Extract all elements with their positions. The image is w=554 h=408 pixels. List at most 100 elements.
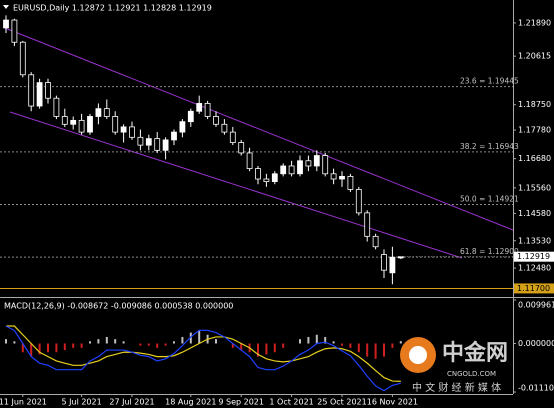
macd-bar xyxy=(349,343,352,348)
candle-body xyxy=(389,256,396,274)
x-tick-label: 27 Jul 2021 xyxy=(109,398,154,407)
macd-bar xyxy=(231,343,234,348)
price-label: 1.12919 xyxy=(517,252,550,261)
macd-bar xyxy=(5,339,7,344)
candle-body xyxy=(196,103,203,112)
macd-tick-label: 0.000000 xyxy=(518,339,554,348)
channel-lower xyxy=(9,111,463,259)
candle-body xyxy=(339,176,345,180)
candle-body xyxy=(137,136,144,146)
candle-body xyxy=(347,176,354,190)
macd-bar xyxy=(273,343,276,353)
watermark: 中金网 CNGOLD.COM 中 文 财 经 新 媒 体 xyxy=(400,337,508,394)
y-tick-label: 1.14580 xyxy=(518,209,551,218)
candle-body xyxy=(305,160,312,167)
macd-bar xyxy=(299,339,301,344)
fib-label: 38.2 = 1.16943 xyxy=(460,142,519,151)
candle-body xyxy=(229,131,236,143)
candle-body xyxy=(255,168,261,180)
macd-bar xyxy=(72,343,75,348)
macd-bar xyxy=(341,343,343,346)
macd-bar xyxy=(55,343,58,353)
candle-body xyxy=(263,178,270,183)
y-tick-label: 1.15560 xyxy=(518,183,551,192)
x-tick-label: 16 Nov 2021 xyxy=(367,398,418,407)
fib-label: 50.0 = 1.14921 xyxy=(460,195,519,204)
fib-label: 61.8 = 1.12900 xyxy=(460,247,519,256)
candle-body xyxy=(3,19,9,29)
candle-body xyxy=(120,126,127,133)
brand: 中金网 xyxy=(442,340,508,366)
candle-body xyxy=(330,173,337,180)
candle-body xyxy=(162,139,169,151)
candle-body xyxy=(179,121,186,133)
candle-body xyxy=(112,116,119,133)
y-tick-label: 1.12480 xyxy=(518,264,551,273)
macd-bar xyxy=(63,343,66,351)
macd-bar xyxy=(47,343,49,353)
macd-bar xyxy=(366,343,369,357)
macd-bar xyxy=(89,341,91,344)
macd-bar xyxy=(357,343,360,353)
macd-bar xyxy=(21,343,24,353)
y-tick-label: 1.16680 xyxy=(518,154,551,163)
candle-body xyxy=(238,142,245,154)
candle-body xyxy=(322,155,329,175)
candle-body xyxy=(28,74,35,107)
level-label: 1.11700 xyxy=(517,284,550,293)
macd-bar xyxy=(399,341,402,344)
candle-body xyxy=(246,152,253,169)
macd-bar xyxy=(215,339,217,344)
x-tick-label: 5 Jul 2021 xyxy=(62,398,102,407)
candle-body xyxy=(381,254,387,271)
candle-body xyxy=(204,103,211,117)
macd-bar xyxy=(147,343,150,346)
x-tick-label: 18 Aug 2021 xyxy=(165,398,216,407)
candle-body xyxy=(19,41,26,76)
candle-body xyxy=(313,155,320,167)
fib-label: 23.6 = 1.19445 xyxy=(460,77,519,86)
tagline: 中 文 财 经 新 媒 体 xyxy=(412,381,501,394)
macd-line xyxy=(5,325,401,392)
candle-body xyxy=(364,212,371,237)
macd-bar xyxy=(181,336,184,344)
macd-bar xyxy=(122,341,125,344)
candle-body xyxy=(154,138,161,151)
price-tag xyxy=(514,251,554,262)
macd-tick-label: 0.009961 xyxy=(518,301,554,310)
menu-arrow xyxy=(3,5,9,9)
macd-tick-label: -0.011107 xyxy=(518,384,554,393)
macd-bar xyxy=(282,343,285,348)
candle-body xyxy=(271,173,278,183)
candle-body xyxy=(11,19,18,43)
macd-bar xyxy=(374,343,377,359)
candle-body xyxy=(213,116,219,125)
candle-body xyxy=(372,235,379,248)
candle-body xyxy=(36,82,43,107)
level-tag xyxy=(514,283,554,294)
macd-bar xyxy=(198,330,201,344)
candle-body xyxy=(78,119,85,133)
candle-body xyxy=(103,108,110,117)
x-tick-label: 9 Sep 2021 xyxy=(218,398,264,407)
macd-bar xyxy=(265,343,268,355)
macd-header: MACD(12,26,9) -0.008672 -0.009086 0.0005… xyxy=(4,302,233,311)
site: CNGOLD.COM xyxy=(447,370,496,378)
candle-body xyxy=(45,82,51,99)
candle-body xyxy=(355,189,362,214)
y-tick-label: 1.17780 xyxy=(518,126,551,135)
macd-bar xyxy=(80,343,83,348)
channel-upper xyxy=(4,27,514,231)
macd-bar xyxy=(139,343,142,346)
logo-inner xyxy=(409,346,427,364)
candle-body xyxy=(70,119,77,125)
macd-bar xyxy=(114,339,117,344)
candle-body xyxy=(288,165,295,175)
macd-bar xyxy=(307,336,310,344)
macd-bar xyxy=(173,341,175,344)
x-tick-label: 11 Jun 2021 xyxy=(0,398,47,407)
macd-bar xyxy=(164,343,167,346)
macd-bar xyxy=(240,343,243,351)
